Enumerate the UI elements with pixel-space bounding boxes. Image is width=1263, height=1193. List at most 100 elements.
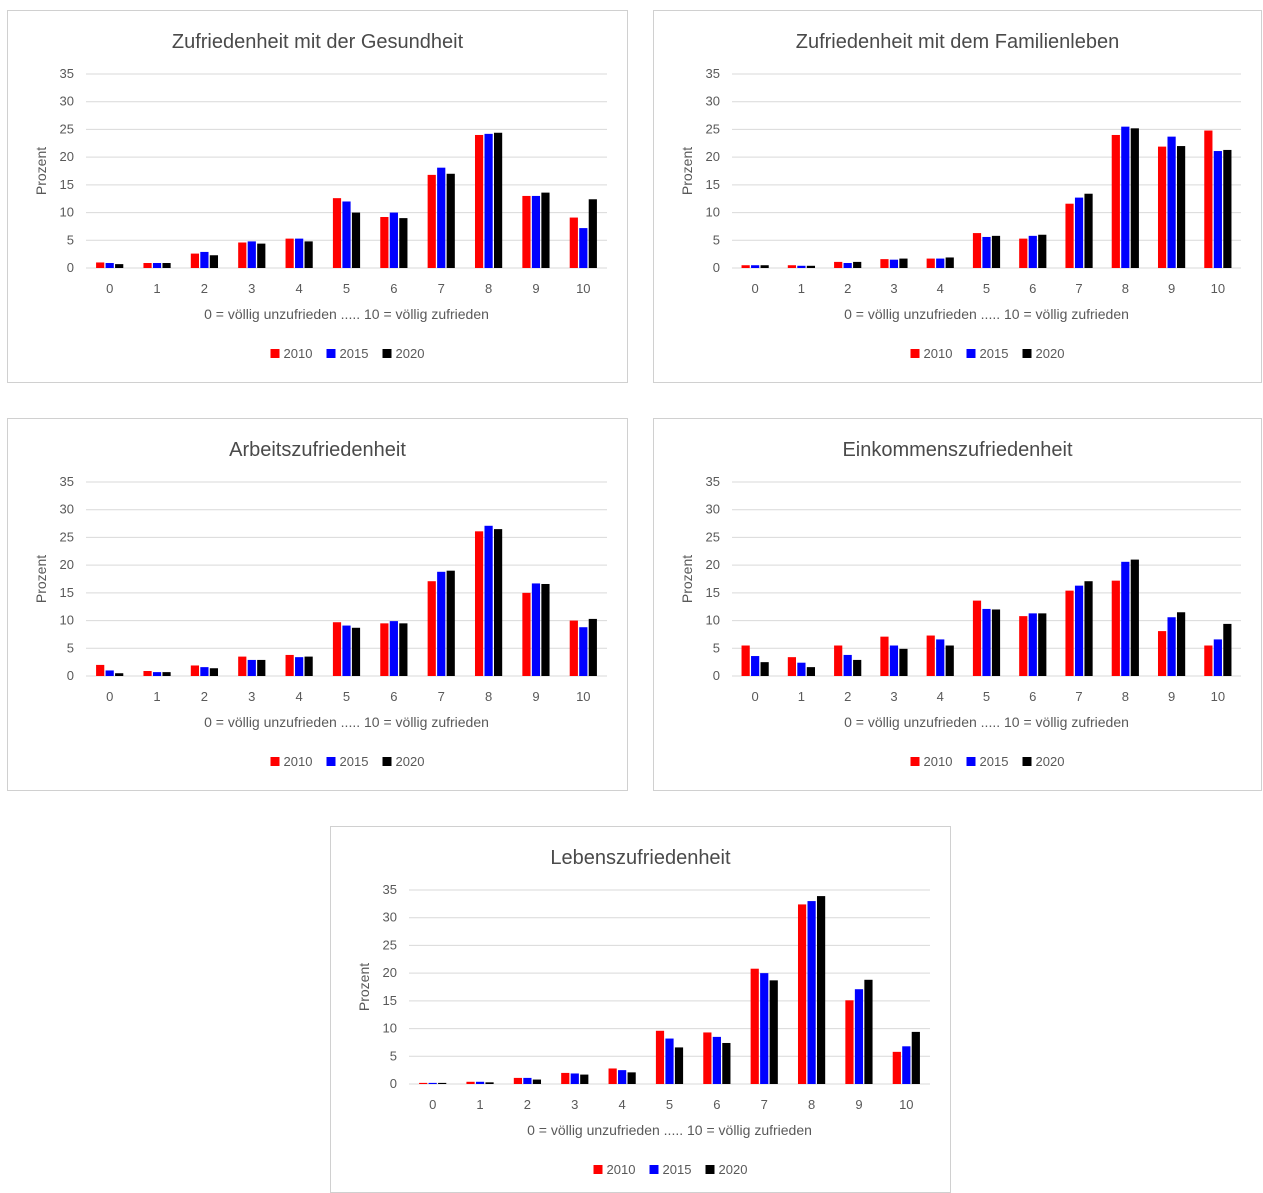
bar-2020-2 [853,261,862,268]
bar-2020-8 [1130,559,1139,676]
bar-2015-4 [295,238,304,268]
y-tick-label: 15 [60,585,74,600]
bar-2015-1 [797,265,806,268]
bar-2010-9 [1157,631,1167,676]
bar-2010-3 [561,1072,570,1084]
bar-2020-1 [162,263,171,268]
bar-2020-9 [1176,146,1186,268]
legend-swatch-2010 [270,757,280,766]
bar-2020-3 [899,648,908,676]
bar-2020-3 [257,659,266,676]
bar-2010-5 [332,198,342,268]
y-tick-label: 20 [706,557,720,572]
bar-2010-4 [608,1068,617,1084]
legend-label-2020: 2020 [719,1162,748,1177]
bar-2010-10 [569,620,578,676]
bar-2015-4 [936,258,945,268]
bar-2020-5 [991,235,1001,268]
bar-2010-10 [1204,645,1213,676]
legend-swatch-2010 [910,757,920,766]
bar-2010-9 [845,1000,854,1084]
bar-2020-0 [760,265,769,268]
y-tick-label: 5 [390,1048,397,1063]
bar-2020-6 [1038,613,1047,676]
bar-2015-6 [1028,235,1037,268]
y-tick-label: 30 [706,94,720,109]
bar-2020-10 [911,1031,920,1084]
bar-2010-6 [703,1032,712,1084]
bar-2020-3 [580,1074,589,1084]
bar-2020-2 [853,659,862,676]
x-tick-label: 9 [532,689,539,704]
x-tick-label: 1 [153,689,160,704]
bar-2015-9 [531,195,541,268]
x-tick-label: 0 [106,689,113,704]
y-tick-label: 0 [713,668,720,683]
bar-2010-0 [96,262,105,268]
chart-arbeit: Arbeitszufriedenheit05101520253035Prozen… [33,439,607,769]
bar-2015-8 [484,133,493,268]
bar-2015-7 [1074,585,1084,676]
bar-2010-4 [926,258,935,268]
x-tick-label: 6 [1029,281,1036,296]
bar-2020-0 [438,1082,447,1084]
bar-2010-1 [787,265,797,268]
legend-swatch-2010 [270,349,280,358]
bar-2015-0 [751,656,760,676]
bar-2010-7 [427,174,436,268]
bar-2010-0 [741,645,750,676]
legend-label-2015: 2015 [340,754,369,769]
bar-2020-0 [115,264,124,268]
bar-2010-8 [474,134,484,268]
bar-2020-6 [1038,234,1047,268]
chart-title: Zufriedenheit mit dem Familienleben [796,31,1120,53]
y-tick-label: 25 [706,529,720,544]
legend-swatch-2015 [326,757,336,766]
x-tick-label: 10 [899,1097,913,1112]
y-tick-label: 20 [60,557,74,572]
bar-2010-2 [190,665,200,676]
y-axis-label: Prozent [679,555,695,603]
bar-2015-3 [889,645,899,676]
bar-2015-3 [247,241,256,268]
x-tick-label: 9 [1168,689,1175,704]
y-tick-label: 35 [706,474,720,489]
bar-2015-4 [618,1070,627,1084]
chart-familienleben: Zufriedenheit mit dem Familienleben05101… [679,31,1241,361]
bar-2015-10 [1213,639,1222,676]
bar-2015-10 [902,1046,911,1084]
bar-2015-2 [200,251,209,268]
chart-panel-familienleben: Zufriedenheit mit dem Familienleben 0 5 10 1… [653,10,1262,383]
y-tick-label: 5 [713,232,720,247]
bar-2020-10 [1223,149,1232,268]
y-tick-label: 35 [60,66,74,81]
chart-einkommen: Einkommenszufriedenheit05101520253035Pro… [679,439,1241,769]
x-tick-label: 10 [1211,689,1225,704]
x-tick-label: 7 [438,689,445,704]
bar-2015-5 [665,1038,674,1084]
x-axis-label: 0 = völlig unzufrieden ..... 10 = völlig… [844,714,1129,730]
y-tick-label: 35 [706,66,720,81]
x-tick-label: 4 [619,1097,626,1112]
bar-2015-7 [437,571,446,676]
bar-2010-2 [834,645,843,676]
x-tick-label: 3 [890,281,897,296]
x-tick-label: 1 [153,281,160,296]
legend-swatch-2015 [966,757,976,766]
bar-2010-8 [797,904,807,1084]
bar-2010-2 [513,1077,523,1084]
chart-panel-leben: Lebenszufriedenheit 0 5 10 15 20 25 30 35 Prozent… [330,826,951,1193]
bar-2010-1 [787,657,797,676]
bar-2020-2 [532,1079,542,1084]
x-tick-label: 8 [485,689,492,704]
bar-2010-2 [190,253,200,268]
x-axis-label: 0 = völlig unzufrieden ..... 10 = völlig… [527,1122,812,1138]
y-tick-label: 10 [706,613,720,628]
x-tick-label: 4 [296,281,303,296]
bar-2010-7 [1065,203,1074,268]
bar-2020-8 [493,132,503,268]
bar-2015-2 [843,654,852,676]
bar-2010-7 [1065,590,1074,676]
bar-2020-0 [760,662,769,676]
x-tick-label: 3 [248,689,255,704]
